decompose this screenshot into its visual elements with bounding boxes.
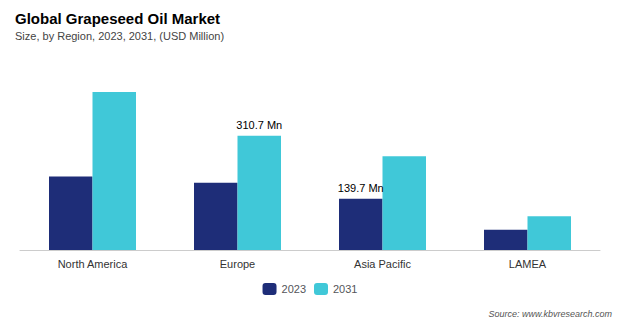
- svg-text:310.7 Mn: 310.7 Mn: [236, 119, 282, 131]
- svg-text:Size, by Region, 2023, 2031, (: Size, by Region, 2023, 2031, (USD Millio…: [15, 30, 224, 42]
- svg-text:2023: 2023: [282, 283, 306, 295]
- svg-text:Source: www.kbvresearch.com: Source: www.kbvresearch.com: [488, 309, 612, 319]
- svg-text:Europe: Europe: [220, 258, 255, 270]
- svg-text:2031: 2031: [333, 283, 357, 295]
- svg-text:LAMEA: LAMEA: [509, 258, 547, 270]
- svg-text:Asia Pacific: Asia Pacific: [354, 258, 411, 270]
- svg-text:139.7 Mn: 139.7 Mn: [338, 182, 384, 194]
- svg-text:Global Grapeseed Oil Market: Global Grapeseed Oil Market: [15, 10, 220, 27]
- svg-text:North America: North America: [58, 258, 129, 270]
